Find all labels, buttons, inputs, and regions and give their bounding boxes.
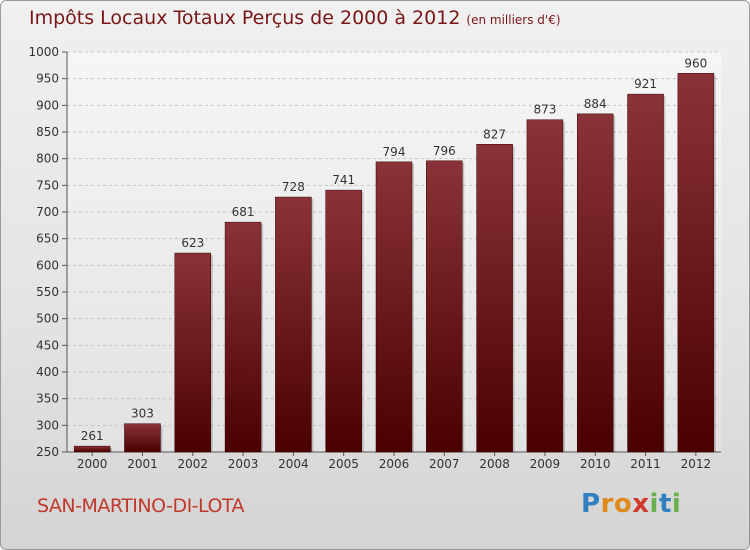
bar-2002 bbox=[174, 252, 212, 453]
y-tick-label: 750 bbox=[36, 178, 59, 192]
data-label: 303 bbox=[131, 407, 154, 421]
data-label: 623 bbox=[181, 236, 204, 250]
y-tick-label: 1000 bbox=[28, 45, 59, 59]
x-tick-label: 2005 bbox=[328, 457, 359, 471]
data-label: 796 bbox=[433, 144, 456, 158]
y-tick-label: 350 bbox=[36, 392, 59, 406]
x-tick-label: 2008 bbox=[479, 457, 510, 471]
chart-title: Impôts Locaux Totaux Perçus de 2000 à 20… bbox=[29, 7, 561, 29]
unit-label: (en milliers d'€) bbox=[466, 13, 561, 27]
x-tick-label: 2001 bbox=[127, 457, 158, 471]
bar-2012 bbox=[677, 73, 715, 453]
x-tick-label: 2009 bbox=[530, 457, 561, 471]
x-tick-label: 2011 bbox=[630, 457, 661, 471]
bar-2005 bbox=[325, 189, 362, 453]
data-label: 681 bbox=[232, 205, 255, 219]
data-label: 873 bbox=[533, 103, 556, 117]
logo-letter: i bbox=[671, 489, 682, 519]
y-tick-label: 650 bbox=[36, 232, 59, 246]
data-label: 794 bbox=[383, 145, 406, 159]
y-tick-label: 950 bbox=[36, 72, 59, 86]
bar-2010 bbox=[576, 113, 614, 453]
y-tick-label: 850 bbox=[36, 125, 59, 139]
logo-letter: o bbox=[613, 489, 633, 519]
x-tick-label: 2002 bbox=[177, 457, 208, 471]
commune-name: SAN-MARTINO-DI-LOTA bbox=[37, 495, 245, 517]
bar-2003 bbox=[224, 221, 262, 453]
x-tick-label: 2003 bbox=[228, 457, 259, 471]
y-tick-label: 300 bbox=[36, 418, 59, 432]
x-tick-label: 2007 bbox=[429, 457, 460, 471]
logo-letter: x bbox=[632, 489, 650, 519]
x-tick-label: 2010 bbox=[580, 457, 611, 471]
y-tick-label: 700 bbox=[36, 205, 59, 219]
bar-2000 bbox=[73, 445, 111, 453]
x-tick-label: 2000 bbox=[77, 457, 108, 471]
x-tick-label: 2006 bbox=[379, 457, 410, 471]
bar-2007 bbox=[426, 160, 463, 453]
bar-2011 bbox=[627, 93, 664, 453]
y-tick-label: 400 bbox=[36, 365, 59, 379]
logo-letter: P bbox=[581, 489, 601, 519]
logo-letter: i bbox=[649, 489, 659, 519]
data-label: 728 bbox=[282, 180, 305, 194]
bar-2001 bbox=[124, 423, 161, 453]
proxiti-logo[interactable]: Proxiti bbox=[581, 489, 681, 519]
x-tick-label: 2012 bbox=[681, 457, 712, 471]
y-tick-label: 250 bbox=[36, 445, 59, 459]
data-label: 921 bbox=[634, 77, 657, 91]
title-text: Impôts Locaux Totaux Perçus de 2000 à 20… bbox=[29, 7, 461, 29]
bar-2006 bbox=[375, 161, 413, 453]
bar-2009 bbox=[526, 119, 564, 453]
data-label: 827 bbox=[483, 127, 506, 141]
data-label: 884 bbox=[584, 97, 607, 111]
bar-2008 bbox=[476, 144, 513, 453]
data-label: 960 bbox=[684, 56, 707, 70]
data-label: 741 bbox=[332, 173, 355, 187]
y-tick-label: 450 bbox=[36, 338, 59, 352]
logo-letter: t bbox=[658, 489, 672, 519]
y-tick-label: 600 bbox=[36, 258, 59, 272]
data-label: 261 bbox=[81, 429, 104, 443]
y-tick-label: 900 bbox=[36, 98, 59, 112]
y-tick-label: 800 bbox=[36, 152, 59, 166]
bar-2004 bbox=[275, 196, 312, 453]
y-tick-label: 550 bbox=[36, 285, 59, 299]
y-tick-label: 500 bbox=[36, 312, 59, 326]
x-tick-label: 2004 bbox=[278, 457, 309, 471]
logo-letter: r bbox=[600, 489, 614, 519]
